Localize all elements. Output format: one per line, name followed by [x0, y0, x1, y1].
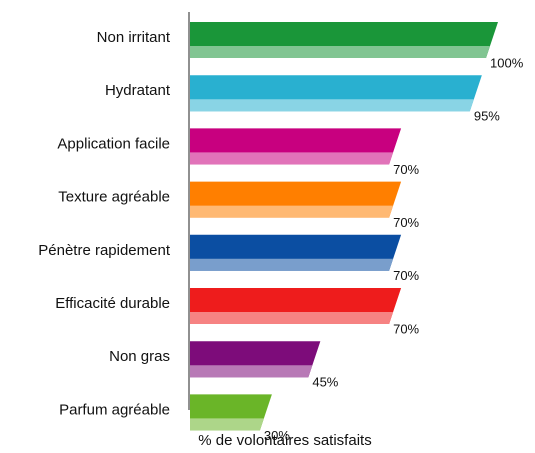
value-label: 70% — [393, 321, 419, 336]
bar-highlight — [190, 99, 474, 112]
value-label: 30% — [264, 428, 290, 443]
bar-highlight — [190, 46, 490, 58]
bar-highlight — [190, 365, 313, 378]
value-label: 70% — [393, 162, 419, 177]
category-label: Hydratant — [105, 82, 171, 99]
category-label: Efficacité durable — [55, 295, 170, 312]
x-axis-label: % de volontaires satisfaits — [198, 432, 371, 449]
value-label: 100% — [490, 55, 524, 70]
value-label: 45% — [312, 375, 338, 390]
bar-highlight — [190, 205, 394, 218]
category-label: Parfum agréable — [59, 401, 170, 418]
value-label: 70% — [393, 268, 419, 283]
category-label: Non irritant — [97, 29, 171, 46]
value-label: 95% — [474, 109, 500, 124]
bar-highlight — [190, 312, 394, 324]
bar-highlight — [190, 418, 264, 431]
bar-highlight — [190, 258, 394, 271]
category-label: Texture agréable — [58, 189, 170, 206]
category-label: Application facile — [57, 135, 170, 152]
category-label: Pénètre rapidement — [38, 242, 171, 259]
bar-highlight — [190, 152, 394, 165]
category-label: Non gras — [109, 348, 170, 365]
value-label: 70% — [393, 215, 419, 230]
